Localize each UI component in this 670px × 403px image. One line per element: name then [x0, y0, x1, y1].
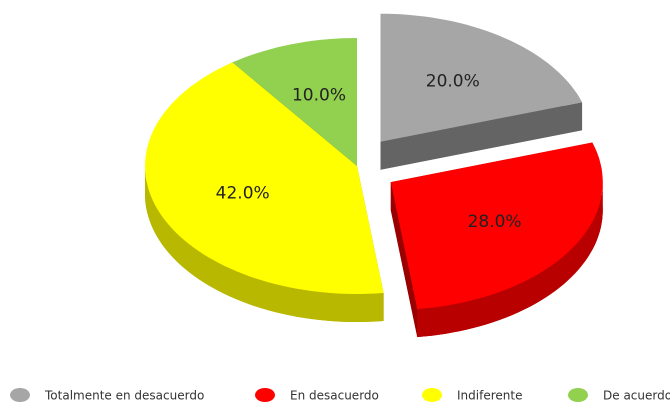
slice — [380, 13, 583, 142]
data-label: 28.0% — [468, 212, 522, 232]
legend-label: Indiferente — [457, 389, 522, 403]
legend-label: Totalmente en desacuerdo — [44, 389, 204, 403]
slice — [232, 38, 357, 166]
slice — [390, 142, 603, 310]
legend-label: En desacuerdo — [290, 389, 379, 403]
legend-swatch — [422, 388, 442, 402]
legend-swatch — [568, 388, 588, 402]
legend-swatch — [10, 388, 30, 402]
legend-swatch — [255, 388, 275, 402]
slice-side — [417, 182, 603, 338]
data-label: 10.0% — [292, 85, 346, 105]
slice — [145, 62, 384, 295]
slice-wall — [390, 182, 418, 338]
slice-wall — [380, 102, 583, 170]
data-label: 20.0% — [426, 72, 480, 92]
slice-side — [145, 166, 384, 322]
data-label: 42.0% — [216, 183, 270, 203]
legend-label: De acuerdo — [603, 389, 670, 403]
